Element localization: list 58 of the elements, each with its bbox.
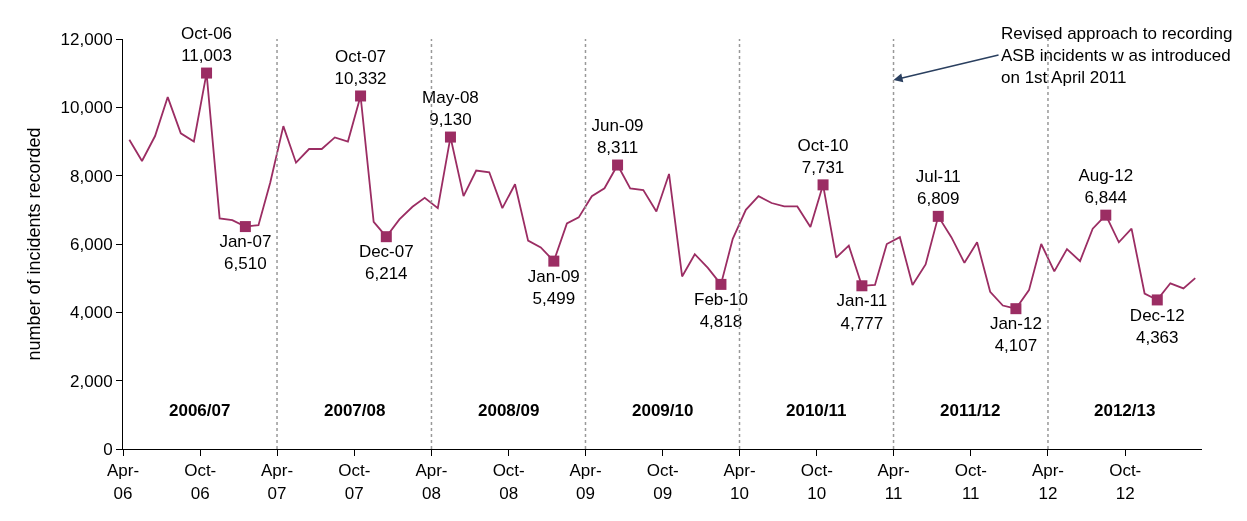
- point: [1100, 209, 1112, 221]
- data-label: Jan-07 6,510: [219, 232, 272, 274]
- annotation: Revised approach to recording ASB incidents w as introduced on 1st April 2011: [1001, 24, 1233, 88]
- x-tick-label: Oct- 08: [492, 461, 525, 503]
- point: [612, 159, 624, 171]
- point: [856, 280, 868, 292]
- y-tick-label: 8,000: [70, 166, 113, 186]
- data-label: Oct-07 10,332: [334, 46, 387, 88]
- y-tick-label: 10,000: [60, 98, 113, 118]
- data-label: Jul-11 6,809: [915, 167, 961, 209]
- annotation: 2011/12: [940, 401, 1001, 420]
- x-tick-label: Oct- 11: [954, 461, 987, 503]
- point: [201, 67, 213, 79]
- y-tick-label: 4,000: [70, 303, 113, 323]
- annotation: 2009/10: [632, 401, 694, 420]
- y-tick-label: 12,000: [60, 29, 113, 49]
- y-tick-label: 2,000: [70, 371, 113, 391]
- point: [548, 255, 560, 267]
- x-tick-label: Apr- 09: [569, 461, 602, 503]
- data-label: Aug-12 6,844: [1078, 165, 1134, 208]
- data-label: Jan-09 5,499: [527, 266, 580, 308]
- annotation: 2007/08: [324, 401, 386, 420]
- x-tick-label: Oct- 07: [338, 461, 371, 503]
- point: [932, 210, 944, 222]
- data-label: Dec-07 6,214: [358, 242, 414, 284]
- point: [1151, 294, 1163, 306]
- x-tick-label: Apr- 08: [415, 461, 448, 503]
- point: [239, 221, 251, 233]
- point: [380, 231, 392, 243]
- annotation: 2008/09: [478, 401, 540, 420]
- x-tick-label: Apr- 12: [1031, 461, 1065, 503]
- point: [355, 90, 367, 102]
- x-tick-label: Oct- 09: [646, 461, 679, 503]
- y-axis-title: number of incidents recorded: [23, 127, 44, 361]
- data-label: Oct-10 7,731: [797, 135, 849, 177]
- x-tick-label: Apr- 11: [877, 461, 910, 503]
- x-tick-label: Apr- 07: [260, 461, 294, 503]
- y-tick-label: 6,000: [70, 234, 113, 254]
- x-tick-label: Oct- 10: [800, 461, 833, 503]
- data-label: Feb-10 4,818: [694, 290, 748, 332]
- point: [444, 131, 456, 143]
- x-tick-label: Oct- 12: [1109, 461, 1142, 503]
- data-label: Dec-12 4,363: [1129, 305, 1185, 347]
- annotation: 2010/11: [786, 401, 847, 420]
- point: [1010, 303, 1022, 315]
- y-tick-label: 0: [103, 439, 113, 459]
- x-tick-label: Oct- 06: [184, 461, 217, 503]
- data-label: Jan-11 4,777: [836, 291, 888, 333]
- x-tick-label: Apr- 06: [106, 461, 140, 503]
- annotation: 2006/07: [169, 401, 231, 420]
- data-label: Jun-09 8,311: [591, 115, 644, 157]
- point: [817, 179, 829, 191]
- data-label: May-08 9,130: [422, 87, 479, 129]
- annotation: 2012/13: [1094, 401, 1156, 420]
- x-tick-label: Apr- 10: [723, 461, 756, 503]
- data-label: Oct-06 11,003: [181, 23, 233, 65]
- data-label: Jan-12 4,107: [989, 314, 1042, 356]
- point: [715, 278, 727, 290]
